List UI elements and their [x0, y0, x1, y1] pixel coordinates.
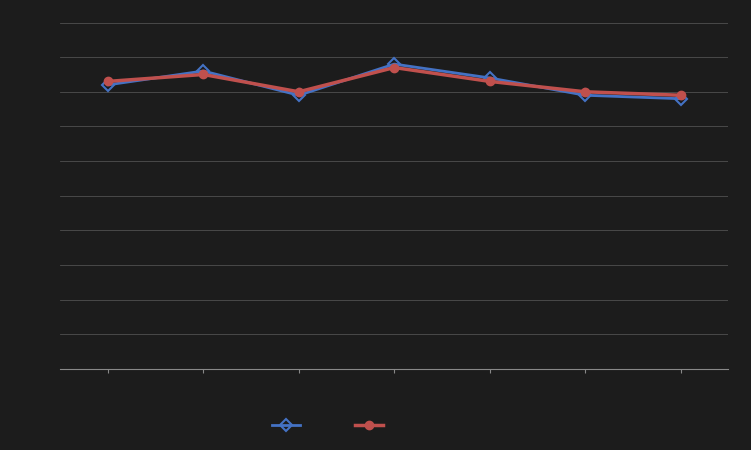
Legend: , : ,	[267, 413, 388, 438]
